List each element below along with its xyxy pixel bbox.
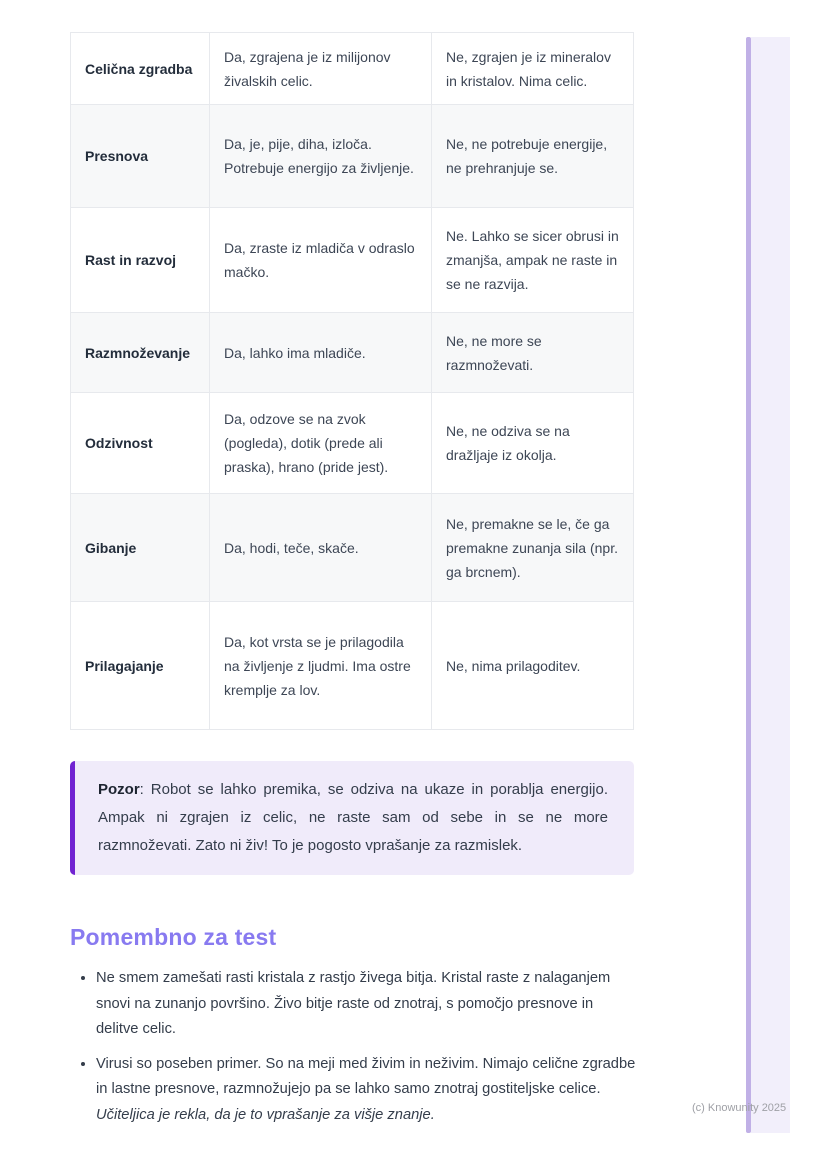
living-answer-cell: Da, lahko ima mladiče. <box>210 313 432 392</box>
nonliving-answer-cell: Ne. Lahko se sicer obrusi in zmanjša, am… <box>446 228 619 292</box>
bullet-list: Ne smem zamešati rasti kristala z rastjo… <box>70 966 636 1137</box>
list-item: Virusi so poseben primer. So na meji med… <box>96 1052 636 1129</box>
row-header-cell: Presnova <box>71 105 210 207</box>
nonliving-answer-cell: Ne, ne odziva se na dražljaje iz okolja. <box>446 423 570 463</box>
watermark: (c) Knowunity 2025 <box>692 1102 787 1114</box>
living-answer-cell: Da, hodi, teče, skače. <box>210 494 432 601</box>
living-answer-cell: Da, kot vrsta se je prilagodila na življ… <box>210 602 432 729</box>
row-header-cell: Rast in razvoj <box>71 208 210 312</box>
callout-label: Pozor <box>98 781 140 798</box>
list-item: Ne smem zamešati rasti kristala z rastjo… <box>96 966 636 1043</box>
scrollbar-thumb[interactable] <box>746 37 751 1133</box>
nonliving-answer-cell: Ne, zgrajen je iz mineralov in kristalov… <box>446 48 611 89</box>
row-header-cell: Odzivnost <box>71 393 210 493</box>
warning-callout: Pozor: Robot se lahko premika, se odziva… <box>70 761 634 875</box>
bullet-italic-text: Učiteljica je rekla, da je to vprašanje … <box>96 1106 435 1123</box>
living-answer-cell: Da, zgrajena je iz milijonov živalskih c… <box>210 33 432 104</box>
nonliving-answer-cell: Ne, ne potrebuje energije, ne prehranjuj… <box>446 136 608 176</box>
row-header-cell: Razmnoževanje <box>71 313 210 392</box>
bullet-text: Ne smem zamešati rasti kristala z rastjo… <box>96 970 611 1037</box>
row-header-cell: Celična zgradba <box>71 33 210 104</box>
living-answer-cell: Da, zraste iz mladiča v odraslo mačko. <box>210 208 432 312</box>
row-header-cell: Prilagajanje <box>71 602 210 729</box>
table-row: Prilagajanje Da, kot vrsta se je prilago… <box>71 602 633 729</box>
nonliving-answer-cell: Ne, ne more se razmnoževati. <box>446 332 542 373</box>
living-answer-cell: Da, je, pije, diha, izloča. Potrebuje en… <box>210 105 432 207</box>
callout-text: : Robot se lahko premika, se odziva na u… <box>98 781 608 854</box>
right-side-panel <box>751 37 790 1133</box>
section-title: Pomembno za test <box>70 924 277 950</box>
row-header-cell: Gibanje <box>71 494 210 601</box>
nonliving-answer-cell: Ne, nima prilagoditev. <box>446 657 581 674</box>
table-row: Odzivnost Da, odzove se na zvok (pogleda… <box>71 393 633 494</box>
table-row: Razmnoževanje Da, lahko ima mladiče. Ne,… <box>71 313 633 393</box>
nonliving-answer-cell: Ne, premakne se le, če ga premakne zunan… <box>446 515 618 580</box>
table-row: Presnova Da, je, pije, diha, izloča. Pot… <box>71 105 633 208</box>
table-row: Celična zgradba Da, zgrajena je iz milij… <box>71 33 633 105</box>
living-answer-cell: Da, odzove se na zvok (pogleda), dotik (… <box>210 393 432 493</box>
bullet-text: Virusi so poseben primer. So na meji med… <box>96 1055 636 1098</box>
table-row: Rast in razvoj Da, zraste iz mladiča v o… <box>71 208 633 313</box>
table-row: Gibanje Da, hodi, teče, skače. Ne, prema… <box>71 494 633 602</box>
comparison-table: Celična zgradba Da, zgrajena je iz milij… <box>70 32 634 730</box>
